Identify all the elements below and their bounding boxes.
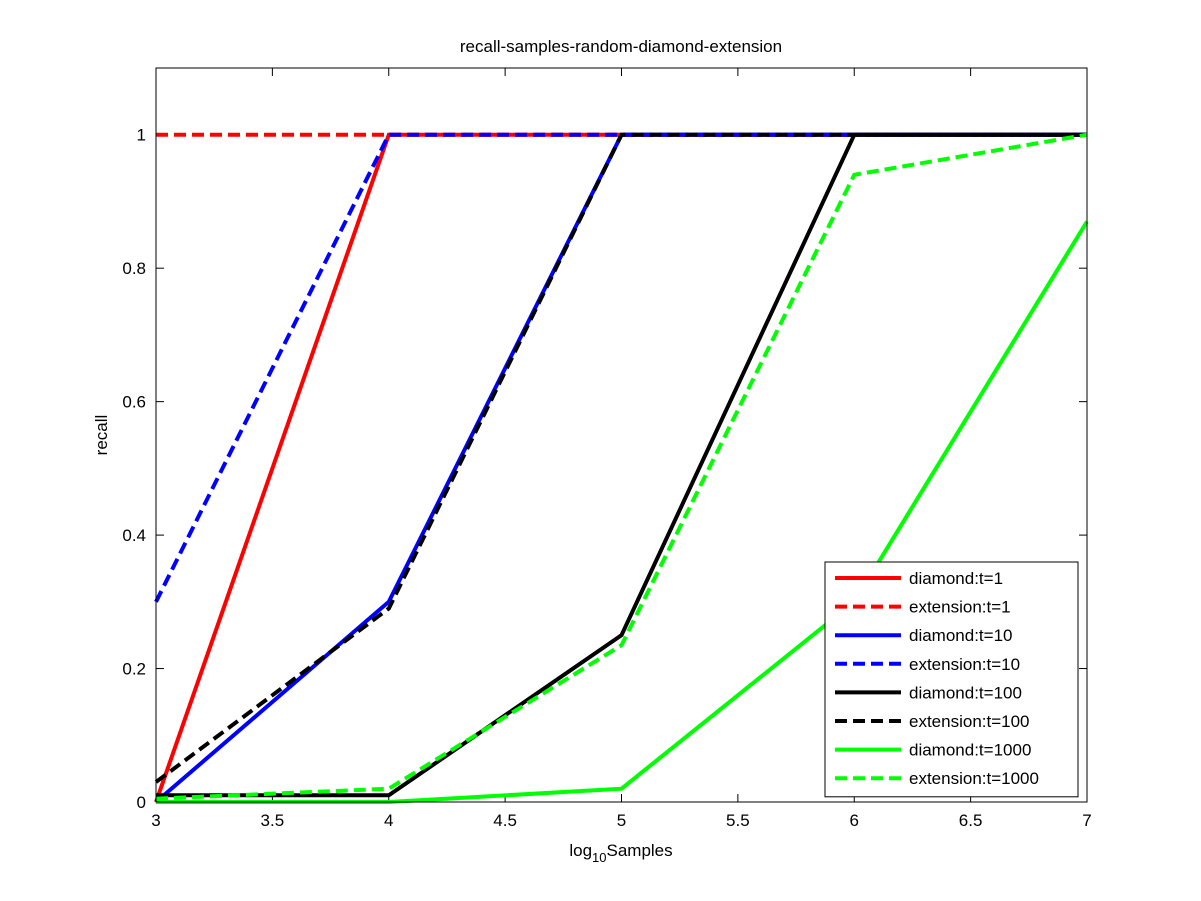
x-axis-label-base: log [569,841,592,860]
legend-label: extension:t=100 [909,712,1030,731]
y-tick-label: 0.2 [122,660,146,679]
legend-label: diamond:t=1 [909,569,1003,588]
legend: diamond:t=1 extension:t=1 diamond:t=10 exte… [825,562,1078,797]
x-axis-label-subscript: 10 [592,850,606,865]
y-tick-label: 0.8 [122,259,146,278]
x-tick-label: 5 [617,811,626,830]
x-tick-label: 3 [151,811,160,830]
legend-label: extension:t=10 [909,655,1020,674]
y-axis-label: recall [92,415,111,456]
legend-label: diamond:t=10 [909,626,1013,645]
x-tick-label: 6 [850,811,859,830]
x-tick-label: 4.5 [493,811,517,830]
x-axis-label-rest: Samples [607,841,673,860]
x-tick-label: 3.5 [261,811,285,830]
y-tick-label: 0 [137,793,146,812]
x-tick-label: 5.5 [726,811,750,830]
y-tick-label: 0.4 [122,526,146,545]
legend-label: extension:t=1 [909,598,1011,617]
legend-label: diamond:t=1000 [909,741,1031,760]
chart-title: recall-samples-random-diamond-extension [460,37,782,56]
legend-label: extension:t=1000 [909,769,1039,788]
y-tick-label: 0.6 [122,393,146,412]
legend-label: diamond:t=100 [909,683,1022,702]
x-tick-label: 6.5 [959,811,983,830]
x-tick-label: 7 [1082,811,1091,830]
y-tick-label: 1 [137,126,146,145]
x-tick-label: 4 [384,811,393,830]
